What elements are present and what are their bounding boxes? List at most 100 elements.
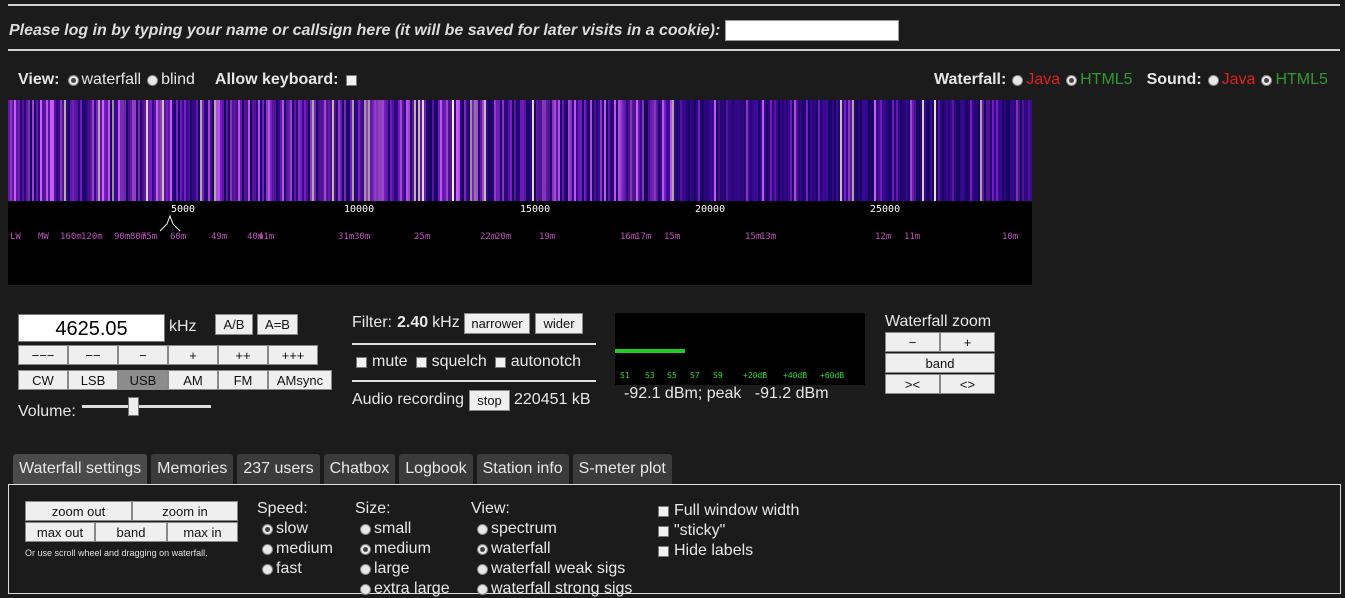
speed-fast-radio[interactable] bbox=[262, 563, 273, 575]
top-divider bbox=[8, 4, 1340, 6]
zoom-band-button[interactable]: band bbox=[885, 353, 995, 373]
autonotch-checkbox[interactable] bbox=[494, 356, 506, 368]
frequency-input[interactable]: 4625.05 bbox=[18, 314, 165, 342]
tab-users[interactable]: 237 users bbox=[237, 454, 320, 484]
band-label[interactable]: LW bbox=[10, 232, 21, 242]
max-out-button[interactable]: max out bbox=[25, 522, 95, 542]
band-label[interactable]: 40m bbox=[247, 232, 264, 242]
zoom-in-button[interactable]: zoom in bbox=[132, 501, 238, 521]
mode-amsync-button[interactable]: AMsync bbox=[268, 370, 332, 390]
step-down-3-button[interactable]: −−− bbox=[18, 345, 68, 365]
step-up-1-button[interactable]: + bbox=[168, 345, 218, 365]
max-in-button[interactable]: max in bbox=[167, 522, 238, 542]
tab-memories[interactable]: Memories bbox=[151, 454, 234, 484]
band-label[interactable]: 31m bbox=[338, 232, 355, 242]
waterfall-html5-radio[interactable] bbox=[1066, 74, 1078, 86]
band-label[interactable]: 17m bbox=[635, 232, 652, 242]
band-label[interactable]: 10m bbox=[1002, 232, 1019, 242]
tab-station-info[interactable]: Station info bbox=[476, 454, 569, 484]
narrower-button[interactable]: narrower bbox=[464, 313, 530, 334]
mode-fm-button[interactable]: FM bbox=[218, 370, 268, 390]
squelch-checkbox[interactable] bbox=[415, 356, 427, 368]
stop-recording-button[interactable]: stop bbox=[469, 390, 510, 411]
band-label[interactable]: 80m bbox=[130, 232, 147, 242]
mode-lsb-button[interactable]: LSB bbox=[68, 370, 118, 390]
step-up-2-button[interactable]: ++ bbox=[218, 345, 268, 365]
volume-slider-handle[interactable] bbox=[128, 397, 139, 416]
band-label[interactable]: 15m bbox=[664, 232, 681, 242]
tab-waterfall-settings[interactable]: Waterfall settings bbox=[13, 454, 148, 484]
tab-s-meter-plot[interactable]: S-meter plot bbox=[572, 454, 672, 484]
band-label[interactable]: 20m bbox=[495, 232, 512, 242]
view-blind-radio[interactable] bbox=[147, 74, 159, 86]
speed-slow-radio[interactable] bbox=[262, 523, 273, 535]
zoom-minus-button[interactable]: − bbox=[885, 332, 940, 352]
hide-labels-checkbox[interactable] bbox=[658, 545, 669, 557]
band-label[interactable]: 30m bbox=[354, 232, 371, 242]
view-waterfall-mode-radio[interactable] bbox=[477, 543, 488, 555]
zoom-right-button[interactable]: <> bbox=[940, 374, 995, 394]
waterfall-settings-panel: zoom out zoom in max out band max in Or … bbox=[8, 484, 1341, 597]
keyboard-checkbox[interactable] bbox=[346, 74, 358, 86]
band-label[interactable]: MW bbox=[38, 232, 49, 242]
sound-java-radio[interactable] bbox=[1207, 74, 1219, 86]
step-down-2-button[interactable]: −− bbox=[68, 345, 118, 365]
waterfall-image[interactable] bbox=[8, 100, 1032, 201]
step-down-1-button[interactable]: − bbox=[118, 345, 168, 365]
size-medium-radio[interactable] bbox=[360, 543, 371, 555]
band-label[interactable]: 120m bbox=[81, 232, 103, 242]
wider-button[interactable]: wider bbox=[535, 313, 583, 334]
band-button[interactable]: band bbox=[95, 522, 167, 542]
band-label[interactable]: 11m bbox=[904, 232, 921, 242]
size-small-radio[interactable] bbox=[360, 523, 371, 535]
band-label[interactable]: 19m bbox=[539, 232, 556, 242]
band-label[interactable]: 12m bbox=[875, 232, 892, 242]
zoom-out-button[interactable]: zoom out bbox=[25, 501, 132, 521]
passband-marker[interactable] bbox=[158, 214, 188, 232]
view-waterfall-radio[interactable] bbox=[67, 74, 79, 86]
mode-usb-button[interactable]: USB bbox=[118, 370, 168, 390]
waterfall-display[interactable]: 5000 10000 15000 20000 25000 LW MW 160m 120m 90m… bbox=[8, 100, 1032, 285]
step-up-3-button[interactable]: +++ bbox=[268, 345, 318, 365]
full-width-checkbox[interactable] bbox=[658, 505, 669, 517]
size-extra-large-radio[interactable] bbox=[360, 583, 371, 595]
band-label[interactable]: 13m bbox=[760, 232, 777, 242]
filter-value: 2.40 bbox=[397, 314, 429, 331]
band-label[interactable]: 160m bbox=[60, 232, 82, 242]
mute-checkbox[interactable] bbox=[356, 356, 367, 368]
recording-size: 220451 kB bbox=[514, 391, 591, 408]
view-spectrum-radio[interactable] bbox=[477, 523, 488, 535]
band-label[interactable]: 49m bbox=[211, 232, 228, 242]
login-prompt: Please log in by typing your name or cal… bbox=[9, 21, 721, 39]
sound-java-label: Java bbox=[1221, 71, 1256, 88]
tab-logbook[interactable]: Logbook bbox=[399, 454, 473, 484]
view-weak-sigs-radio[interactable] bbox=[477, 563, 488, 575]
sticky-checkbox[interactable] bbox=[658, 525, 669, 537]
band-label[interactable]: 16m bbox=[620, 232, 637, 242]
band-label[interactable]: 75m bbox=[141, 232, 158, 242]
view-weak-sigs-label: waterfall weak sigs bbox=[491, 560, 626, 577]
band-label[interactable]: 22m bbox=[480, 232, 497, 242]
band-label[interactable]: 15m bbox=[745, 232, 762, 242]
autonotch-label: autonotch bbox=[510, 353, 582, 370]
view-strong-sigs-radio[interactable] bbox=[477, 583, 488, 595]
band-label[interactable]: 25m bbox=[414, 232, 431, 242]
mode-am-button[interactable]: AM bbox=[168, 370, 218, 390]
full-width-label: Full window width bbox=[674, 502, 800, 519]
band-label[interactable]: 60m bbox=[170, 232, 187, 242]
waterfall-java-radio[interactable] bbox=[1012, 74, 1024, 86]
callsign-input[interactable] bbox=[725, 20, 900, 41]
speed-medium-label: medium bbox=[276, 540, 333, 557]
zoom-left-button[interactable]: >< bbox=[885, 374, 940, 394]
mode-cw-button[interactable]: CW bbox=[18, 370, 68, 390]
ab-button[interactable]: A/B bbox=[215, 314, 253, 335]
a-equals-b-button[interactable]: A=B bbox=[257, 314, 298, 335]
speed-medium-radio[interactable] bbox=[262, 543, 273, 555]
volume-slider-track[interactable] bbox=[82, 405, 211, 408]
zoom-plus-button[interactable]: + bbox=[940, 332, 995, 352]
size-large-radio[interactable] bbox=[360, 563, 371, 575]
band-label[interactable]: 90m bbox=[114, 232, 131, 242]
tab-chatbox[interactable]: Chatbox bbox=[323, 454, 396, 484]
sound-html5-radio[interactable] bbox=[1261, 74, 1273, 86]
band-label[interactable]: 41m bbox=[258, 232, 275, 242]
